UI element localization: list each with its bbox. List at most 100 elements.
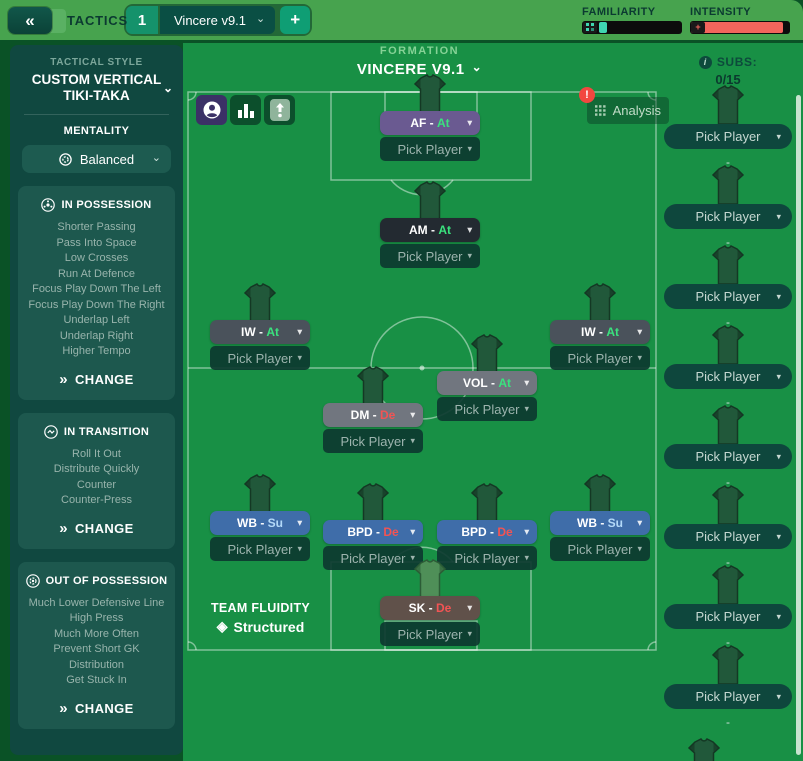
dropdown-arrow-icon: ▾	[637, 352, 642, 363]
pick-player-dropdown[interactable]: Pick Player ▾	[664, 124, 792, 149]
pick-player-dropdown[interactable]: Pick Player ▾	[664, 444, 792, 469]
stats-view-button[interactable]	[230, 95, 261, 125]
sub-jersey[interactable]	[704, 84, 752, 131]
pick-player-dropdown[interactable]: Pick Player ▾	[210, 537, 310, 561]
sub-jersey[interactable]	[704, 324, 752, 371]
pick-player-dropdown[interactable]: Pick Player ▾	[664, 604, 792, 629]
role-duty-dropdown[interactable]: WB - Su ▾	[210, 511, 310, 535]
out-of-possession-icon	[25, 573, 40, 588]
mentality-value: Balanced	[79, 151, 135, 167]
role-abbreviation: AM -	[409, 223, 439, 237]
role-duty-dropdown[interactable]: BPD - De ▾	[437, 520, 537, 544]
instruction-item: Low Crosses	[64, 252, 129, 264]
role-duty-dropdown[interactable]: DM - De ▾	[323, 403, 423, 427]
dropdown-arrow-icon: ▾	[467, 224, 472, 235]
role-duty-dropdown[interactable]: SK - De ▾	[380, 596, 480, 620]
dropdown-arrow-icon: ▾	[297, 352, 302, 363]
empty-sub-value: -	[726, 315, 730, 329]
role-duty-dropdown[interactable]: AM - At ▾	[380, 218, 480, 242]
pick-player-dropdown[interactable]: Pick Player ▾	[550, 346, 650, 370]
pick-player-dropdown[interactable]: Pick Player ▾	[664, 364, 792, 389]
add-tactic-button[interactable]: +	[280, 6, 311, 34]
team-fluidity-label: TEAM FLUIDITY	[210, 601, 311, 615]
sub-slot: Pick Player ▾ -	[664, 325, 792, 409]
role-duty: De	[497, 525, 513, 539]
role-abbreviation: BPD -	[461, 525, 498, 539]
pick-player-dropdown[interactable]: Pick Player ▾	[323, 429, 423, 453]
change-out-of-possession-button[interactable]: » CHANGE	[59, 699, 134, 717]
position-slot: VOL - At ▾ Pick Player ▾	[437, 334, 537, 421]
role-abbreviation: AF -	[410, 116, 437, 130]
dropdown-arrow-icon: ▾	[410, 435, 415, 446]
mentality-dropdown[interactable]: Balanced ⌄	[22, 145, 171, 173]
tactical-style-dropdown[interactable]: CUSTOM VERTICAL TIKI-TAKA ⌄	[24, 72, 173, 104]
sub-jersey[interactable]	[704, 404, 752, 451]
role-duty: De	[379, 408, 396, 422]
role-duty-dropdown[interactable]: WB - Su ▾	[550, 511, 650, 535]
instruction-item: Much More Often	[54, 627, 139, 640]
dropdown-arrow-icon: ▾	[524, 377, 529, 388]
player-jersey[interactable]	[406, 558, 454, 605]
tactic-number-badge[interactable]: 1	[126, 6, 158, 34]
empty-sub-value: -	[726, 235, 730, 249]
pick-player-label: Pick Player	[397, 626, 463, 642]
change-in-possession-button[interactable]: » CHANGE	[59, 370, 134, 388]
pick-player-dropdown[interactable]: Pick Player ▾	[437, 546, 537, 570]
mentality-icon	[59, 152, 72, 166]
instruction-item: Underlap Left	[63, 314, 130, 326]
sub-jersey[interactable]	[704, 164, 752, 211]
player-view-button[interactable]	[196, 95, 227, 125]
pick-player-dropdown[interactable]: Pick Player ▾	[210, 346, 310, 370]
role-duty: At	[266, 325, 279, 339]
pick-player-dropdown[interactable]: Pick Player ▾	[380, 137, 480, 161]
pick-player-dropdown[interactable]: Pick Player ▾	[323, 546, 423, 570]
role-duty-dropdown[interactable]: AF - At ▾	[380, 111, 480, 135]
role-duty-dropdown[interactable]: IW - At ▾	[210, 320, 310, 344]
subs-scrollbar[interactable]	[796, 95, 801, 755]
dropdown-arrow-icon: ▾	[637, 326, 642, 337]
pick-player-label: Pick Player	[567, 541, 633, 557]
player-jersey[interactable]	[463, 333, 511, 380]
team-fluidity: TEAM FLUIDITY ◈ Structured	[198, 601, 323, 636]
pick-player-dropdown[interactable]: Pick Player ▾	[664, 284, 792, 309]
grid-icon	[595, 105, 606, 116]
dropdown-arrow-icon: ▾	[776, 131, 781, 141]
instruction-item: Counter-Press	[61, 494, 132, 506]
pick-player-dropdown[interactable]: Pick Player ▾	[664, 524, 792, 549]
change-in-transition-button[interactable]: » CHANGE	[59, 519, 134, 537]
role-abbreviation: IW -	[241, 325, 267, 339]
formation-dropdown[interactable]: VINCERE V9.1 ⌄	[357, 60, 482, 78]
diamond-icon: ◈	[216, 618, 228, 634]
dropdown-arrow-icon: ▾	[467, 628, 472, 639]
position-slot: SK - De ▾ Pick Player ▾	[380, 559, 480, 646]
back-button[interactable]: «	[8, 7, 52, 34]
role-abbreviation: WB -	[577, 516, 608, 530]
pick-player-dropdown[interactable]: Pick Player ▾	[664, 204, 792, 229]
position-slot: AF - At ▾ Pick Player ▾	[380, 74, 480, 161]
player-jersey[interactable]	[576, 282, 624, 329]
player-jersey[interactable]	[349, 482, 397, 529]
pick-player-dropdown[interactable]: Pick Player ▾	[380, 622, 480, 646]
role-duty-dropdown[interactable]: VOL - At ▾	[437, 371, 537, 395]
pick-player-dropdown[interactable]: Pick Player ▾	[437, 397, 537, 421]
out-of-possession-card: OUT OF POSSESSION Much Lower Defensive L…	[18, 561, 175, 729]
mentality-label: MENTALITY	[63, 125, 130, 137]
dropdown-arrow-icon: ▾	[297, 326, 302, 337]
dropdown-arrow-icon: ▾	[297, 543, 302, 554]
tactic-name-dropdown[interactable]: Vincere v9.1 ⌄	[160, 6, 276, 34]
sub-slot: Pick Player ▾ -	[664, 645, 792, 729]
pitch-view-buttons	[196, 95, 295, 125]
line-height-view-button[interactable]	[264, 95, 295, 125]
instruction-item: High Press	[69, 612, 124, 624]
empty-sub-value: -	[726, 395, 730, 409]
role-duty-dropdown[interactable]: IW - At ▾	[550, 320, 650, 344]
pick-player-label: Pick Player	[567, 350, 633, 366]
sub-jersey-partial[interactable]	[680, 737, 728, 761]
analysis-button[interactable]: ! Analysis	[579, 87, 669, 124]
pick-player-dropdown[interactable]: Pick Player ▾	[550, 537, 650, 561]
transition-icon	[44, 424, 58, 439]
pick-player-dropdown[interactable]: Pick Player ▾	[380, 244, 480, 268]
instruction-item: Underlap Right	[59, 329, 134, 342]
pick-player-dropdown[interactable]: Pick Player ▾	[664, 684, 792, 709]
role-duty-dropdown[interactable]: BPD - De ▾	[323, 520, 423, 544]
